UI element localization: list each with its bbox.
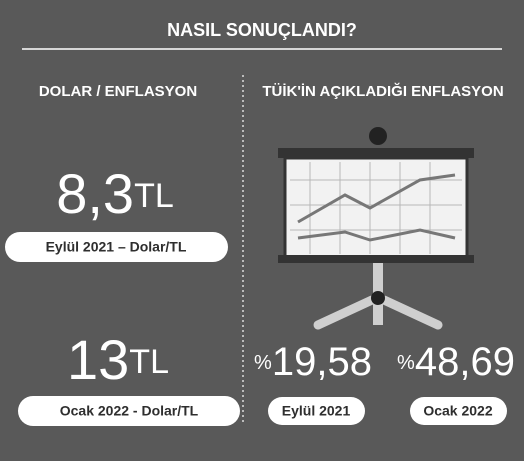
- left-heading: DOLAR / ENFLASYON: [39, 83, 197, 100]
- value: 19,58: [272, 340, 372, 384]
- unit: TL: [134, 177, 174, 215]
- unit: TL: [129, 343, 169, 381]
- title: NASIL SONUÇLANDI?: [167, 20, 357, 40]
- pill-label: Eylül 2021 – Dolar/TL: [46, 239, 187, 255]
- pill-label: Eylül 2021: [282, 403, 351, 419]
- pill: [5, 232, 228, 262]
- value: 8,3: [56, 162, 134, 225]
- pill: [18, 396, 240, 426]
- prefix: %: [254, 352, 272, 374]
- inflation-value: %19,58: [254, 340, 372, 384]
- easel-icon: [278, 127, 474, 330]
- pill-label: Ocak 2022: [423, 403, 492, 419]
- inflation-value: %48,69: [397, 340, 515, 384]
- rate-value: 8,3TL: [56, 162, 174, 225]
- pill: [268, 397, 365, 425]
- pill-label: Ocak 2022 - Dolar/TL: [60, 403, 199, 419]
- value: 13: [67, 328, 129, 391]
- right-heading: TÜİK'İN AÇIKLADIĞI ENFLASYON: [262, 82, 503, 100]
- prefix: %: [397, 352, 415, 374]
- pill: [410, 397, 507, 425]
- value: 48,69: [415, 340, 515, 384]
- rate-value: 13TL: [67, 328, 169, 391]
